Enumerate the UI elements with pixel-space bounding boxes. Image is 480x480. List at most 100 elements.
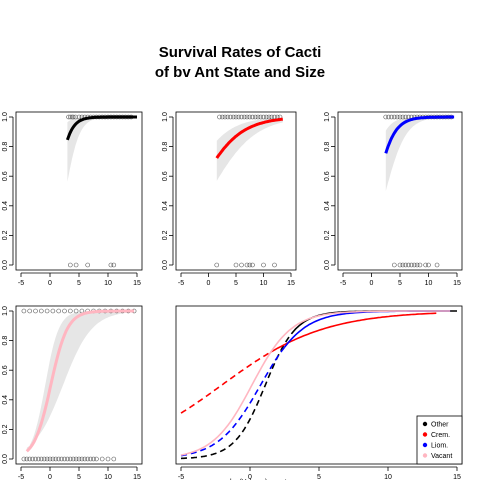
x-tick-label: 15 bbox=[453, 280, 461, 287]
survived-point bbox=[247, 114, 253, 120]
died-point bbox=[239, 262, 244, 268]
panel-2: -5 0 5 10 15 0.0 0.2 0.4 0.6 0.8 1.0 bbox=[162, 111, 297, 287]
legend-label: Other bbox=[431, 422, 449, 429]
x-tick-label: 0 bbox=[248, 474, 252, 480]
confidence-band bbox=[26, 311, 135, 450]
plot-frame bbox=[175, 111, 297, 271]
died-point bbox=[108, 262, 114, 268]
series-line-vacant bbox=[180, 310, 451, 456]
x-tick-label: -5 bbox=[340, 280, 346, 287]
died-point bbox=[244, 262, 250, 268]
x-tick-label: 5 bbox=[398, 280, 402, 287]
series-dashed-crem bbox=[180, 351, 272, 414]
x-tick-label: 0 bbox=[48, 474, 52, 480]
y-tick-label: 0.4 bbox=[162, 201, 169, 211]
survived-point bbox=[62, 308, 67, 314]
survived-point bbox=[56, 308, 62, 314]
died-point bbox=[400, 262, 406, 268]
panel-3: -5 0 5 10 15 0.0 0.2 0.4 0.6 0.8 1.0 bbox=[324, 111, 463, 287]
chart-title-line1: Survival Rates of Cacti bbox=[159, 44, 322, 61]
y-tick-label: 0.2 bbox=[2, 230, 9, 240]
survived-point bbox=[250, 114, 255, 120]
x-tick-label: 15 bbox=[287, 280, 295, 287]
y-tick-label: 0.6 bbox=[2, 365, 9, 375]
died-point bbox=[65, 456, 70, 462]
survived-point bbox=[228, 114, 233, 120]
series-line-crem bbox=[270, 312, 437, 353]
x-tick-label: 15 bbox=[453, 474, 461, 480]
x-tick-label: -5 bbox=[18, 474, 24, 480]
x-tick-label: 5 bbox=[77, 474, 81, 480]
survived-point bbox=[383, 114, 389, 120]
died-point bbox=[73, 262, 79, 268]
died-point bbox=[94, 456, 99, 462]
died-point bbox=[434, 262, 440, 268]
survived-point bbox=[219, 114, 225, 120]
survived-point bbox=[230, 114, 236, 120]
survived-point bbox=[70, 114, 76, 120]
legend-marker bbox=[422, 432, 428, 437]
legend-marker bbox=[422, 442, 428, 448]
y-tick-label: 0.6 bbox=[324, 171, 331, 181]
survived-point bbox=[239, 114, 244, 120]
x-axis: -5 0 5 10 15 bbox=[340, 272, 461, 287]
y-tick-label: 1.0 bbox=[324, 112, 331, 122]
survived-point bbox=[225, 114, 231, 120]
y-tick-label: 0.8 bbox=[2, 142, 9, 152]
died-point bbox=[24, 456, 30, 462]
survived-point bbox=[258, 114, 264, 120]
survived-point bbox=[68, 308, 73, 314]
survived-point bbox=[73, 114, 78, 120]
survived-point bbox=[236, 114, 242, 120]
y-tick-label: 1.0 bbox=[2, 112, 9, 122]
x-tick-label: 15 bbox=[133, 280, 141, 287]
legend-marker bbox=[422, 421, 428, 427]
plot-frame bbox=[337, 111, 463, 271]
survived-point bbox=[233, 114, 239, 120]
plot-frame bbox=[175, 305, 463, 465]
died-point bbox=[36, 456, 41, 462]
died-point bbox=[68, 456, 73, 462]
died-point bbox=[411, 262, 417, 268]
x-tick-label: -5 bbox=[178, 474, 184, 480]
survived-point bbox=[389, 114, 394, 120]
survived-point bbox=[269, 114, 275, 120]
confidence-band bbox=[67, 117, 137, 182]
died-point bbox=[391, 262, 397, 268]
panels: -5 0 5 10 15 0.0 0.2 0.4 0.6 0.8 1.0 -5 0 5 10 15 0.0 0.2… bbox=[2, 111, 463, 480]
died-point bbox=[44, 456, 50, 462]
died-point bbox=[53, 456, 59, 462]
died-point bbox=[409, 262, 414, 268]
y-tick-label: 0.2 bbox=[324, 230, 331, 240]
confidence-band bbox=[385, 117, 455, 191]
died-point bbox=[27, 456, 33, 462]
x-tick-label: 5 bbox=[77, 280, 81, 287]
died-point bbox=[82, 456, 88, 462]
died-point bbox=[406, 262, 411, 268]
y-tick-label: 0.4 bbox=[2, 395, 9, 405]
y-axis: 0.0 0.2 0.4 0.6 0.8 1.0 bbox=[2, 306, 14, 464]
x-axis: -5 0 5 10 15 bbox=[18, 466, 141, 480]
died-point bbox=[214, 262, 220, 268]
died-point bbox=[111, 456, 117, 462]
died-point bbox=[414, 262, 420, 268]
survived-point bbox=[397, 114, 403, 120]
fitted-curve-other bbox=[65, 115, 137, 141]
survived-point bbox=[394, 114, 400, 120]
died-point bbox=[30, 456, 35, 462]
died-point bbox=[233, 262, 239, 268]
confidence-band bbox=[216, 117, 283, 181]
x-axis: -5 0 5 10 15 bbox=[178, 466, 461, 480]
died-point bbox=[85, 262, 90, 268]
x-tick-label: -5 bbox=[178, 280, 184, 287]
survived-point bbox=[66, 114, 71, 120]
panel-4: -5 0 5 10 15 0.0 0.2 0.4 0.6 0.8 1.0 bbox=[2, 305, 143, 480]
y-tick-label: 0.8 bbox=[324, 142, 331, 152]
survived-point bbox=[73, 308, 79, 314]
chart-title-line2: of bv Ant State and Size bbox=[155, 64, 325, 81]
y-axis: 0.0 0.2 0.4 0.6 0.8 1.0 bbox=[162, 112, 174, 270]
survived-point bbox=[33, 308, 38, 314]
y-tick-label: 0.4 bbox=[324, 201, 331, 211]
y-tick-label: 0.6 bbox=[162, 171, 169, 181]
